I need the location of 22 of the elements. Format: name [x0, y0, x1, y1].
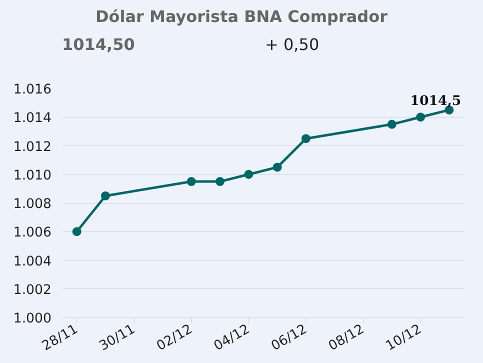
point: [244, 170, 254, 179]
y-tick-label: 1.012: [13, 140, 52, 155]
y-tick-label: 1.004: [13, 254, 52, 270]
point: [416, 112, 426, 122]
y-tick-label: 1.016: [13, 82, 52, 98]
point: [272, 162, 282, 172]
point: [387, 120, 396, 129]
text: + 0,50: [265, 34, 320, 56]
y-tick-label: 1.000: [13, 312, 52, 326]
data-label: 1014,5: [410, 92, 462, 109]
y-tick-label: 1.014: [13, 111, 52, 126]
y-tick-label: 1.008: [13, 197, 52, 212]
point: [301, 134, 310, 144]
point: [100, 191, 110, 200]
text: 1014,50: [62, 34, 135, 56]
point: [186, 177, 196, 186]
point: [216, 177, 225, 186]
chart-title: Dólar Mayorista BNA Comprador: [94, 6, 388, 28]
y-tick-label: 1.002: [13, 282, 52, 298]
point: [72, 227, 82, 236]
y-tick-label: 1.010: [13, 168, 52, 184]
y-tick-label: 1.006: [13, 226, 52, 241]
